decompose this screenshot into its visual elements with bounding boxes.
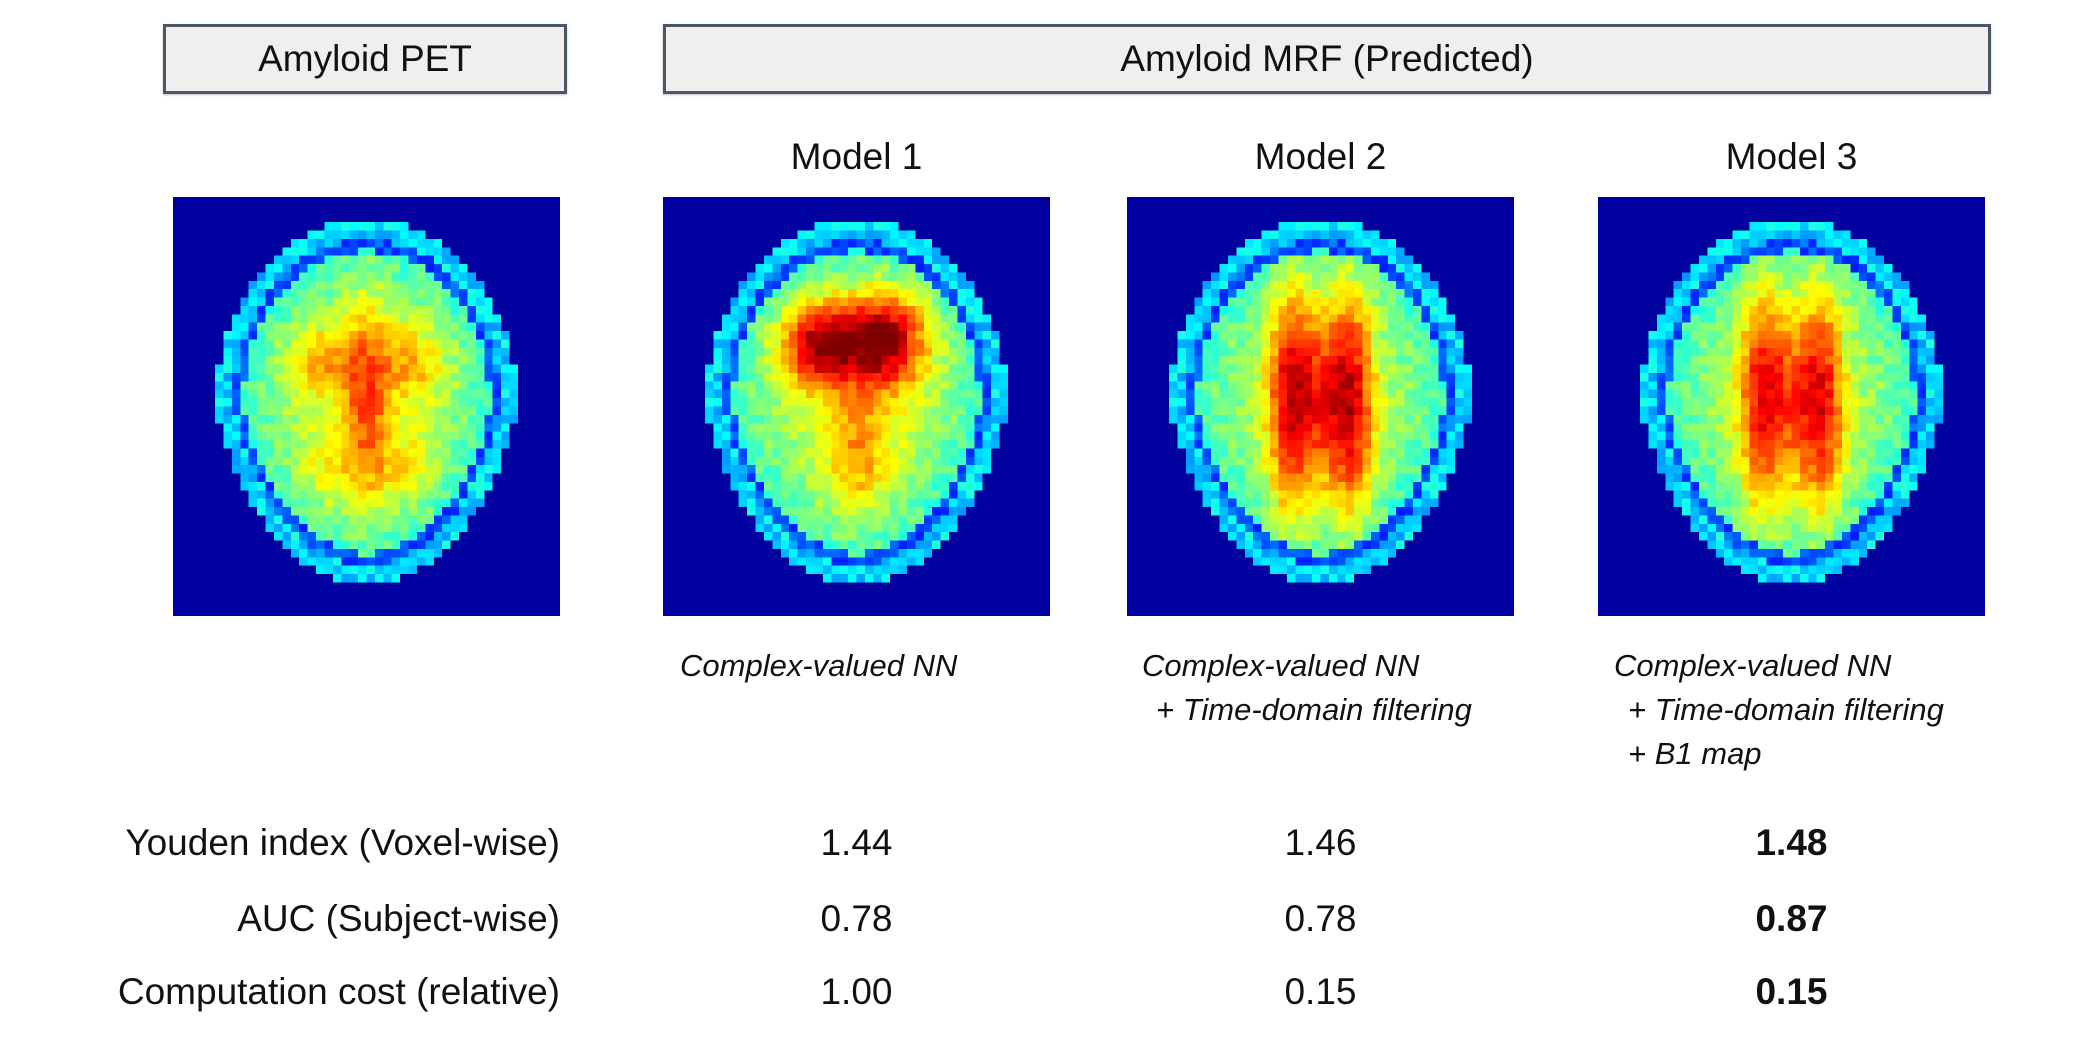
metric-label-youden-index: Youden index (Voxel-wise) bbox=[125, 822, 560, 863]
metric-label-computation-cost: Computation cost (relative) bbox=[117, 971, 560, 1012]
caption-line: Complex-valued NN bbox=[1142, 648, 1420, 683]
amyloid-pet-brain-image bbox=[173, 197, 560, 616]
metric-value-cost-model-1: 1.00 bbox=[820, 971, 893, 1012]
model-3-label: Model 3 bbox=[1725, 136, 1858, 177]
caption-line: + Time-domain filtering bbox=[1156, 692, 1472, 727]
metric-value-cost-model-2: 0.15 bbox=[1284, 971, 1357, 1012]
metric-value-auc-model-1: 0.78 bbox=[820, 898, 893, 939]
metric-value-auc-model-2: 0.78 bbox=[1284, 898, 1357, 939]
model-1-brain-image bbox=[663, 197, 1050, 616]
model-2-brain-image bbox=[1127, 197, 1514, 616]
amyloid-pet-header-box: Amyloid PET bbox=[163, 24, 567, 94]
caption-line: + Time-domain filtering bbox=[1628, 692, 1944, 727]
metric-value-youden-model-2: 1.46 bbox=[1284, 822, 1357, 863]
metric-value-cost-model-3: 0.15 bbox=[1755, 971, 1828, 1012]
metric-value-youden-model-3: 1.48 bbox=[1755, 822, 1828, 863]
model-1-caption: Complex-valued NN bbox=[680, 644, 1100, 688]
metric-value-youden-model-1: 1.44 bbox=[820, 822, 893, 863]
model-2-label: Model 2 bbox=[1254, 136, 1387, 177]
caption-line: + B1 map bbox=[1628, 736, 1762, 771]
caption-line: Complex-valued NN bbox=[680, 648, 958, 683]
metric-label-auc: AUC (Subject-wise) bbox=[237, 898, 560, 939]
metric-value-auc-model-3: 0.87 bbox=[1755, 898, 1828, 939]
caption-line: Complex-valued NN bbox=[1614, 648, 1892, 683]
model-3-caption: Complex-valued NN + Time-domain filterin… bbox=[1614, 644, 2034, 776]
amyloid-pet-header-label: Amyloid PET bbox=[258, 38, 472, 79]
model-2-caption: Complex-valued NN + Time-domain filterin… bbox=[1142, 644, 1562, 732]
model-3-brain-image bbox=[1598, 197, 1985, 616]
amyloid-mrf-header-label: Amyloid MRF (Predicted) bbox=[1120, 38, 1534, 79]
model-1-label: Model 1 bbox=[790, 136, 923, 177]
amyloid-mrf-header-box: Amyloid MRF (Predicted) bbox=[663, 24, 1991, 94]
